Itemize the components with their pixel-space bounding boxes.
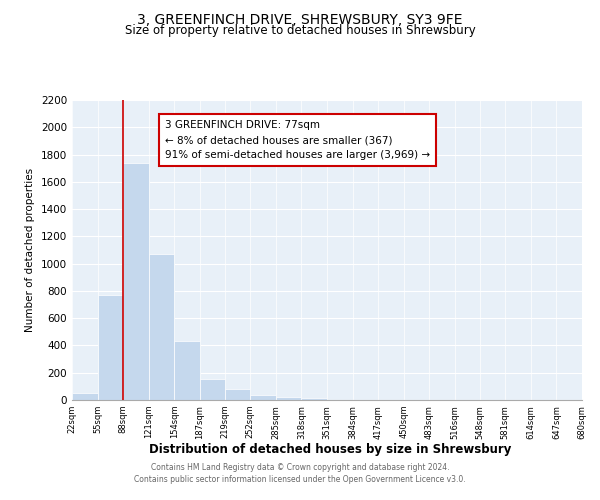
Y-axis label: Number of detached properties: Number of detached properties [25,168,35,332]
Text: 3 GREENFINCH DRIVE: 77sqm
← 8% of detached houses are smaller (367)
91% of semi-: 3 GREENFINCH DRIVE: 77sqm ← 8% of detach… [165,120,430,160]
Text: Contains HM Land Registry data © Crown copyright and database right 2024.: Contains HM Land Registry data © Crown c… [151,464,449,472]
Text: Distribution of detached houses by size in Shrewsbury: Distribution of detached houses by size … [149,442,511,456]
Bar [276,396,301,400]
Text: 3, GREENFINCH DRIVE, SHREWSBURY, SY3 9FE: 3, GREENFINCH DRIVE, SHREWSBURY, SY3 9FE [137,12,463,26]
Text: Contains public sector information licensed under the Open Government Licence v3: Contains public sector information licen… [134,475,466,484]
Bar [301,398,327,400]
Bar [72,392,98,400]
Bar [224,389,250,400]
Bar [250,394,276,400]
Bar [149,254,175,400]
Bar [175,342,200,400]
Bar [200,379,224,400]
Bar [98,295,123,400]
Text: Size of property relative to detached houses in Shrewsbury: Size of property relative to detached ho… [125,24,475,37]
Bar [123,162,149,400]
